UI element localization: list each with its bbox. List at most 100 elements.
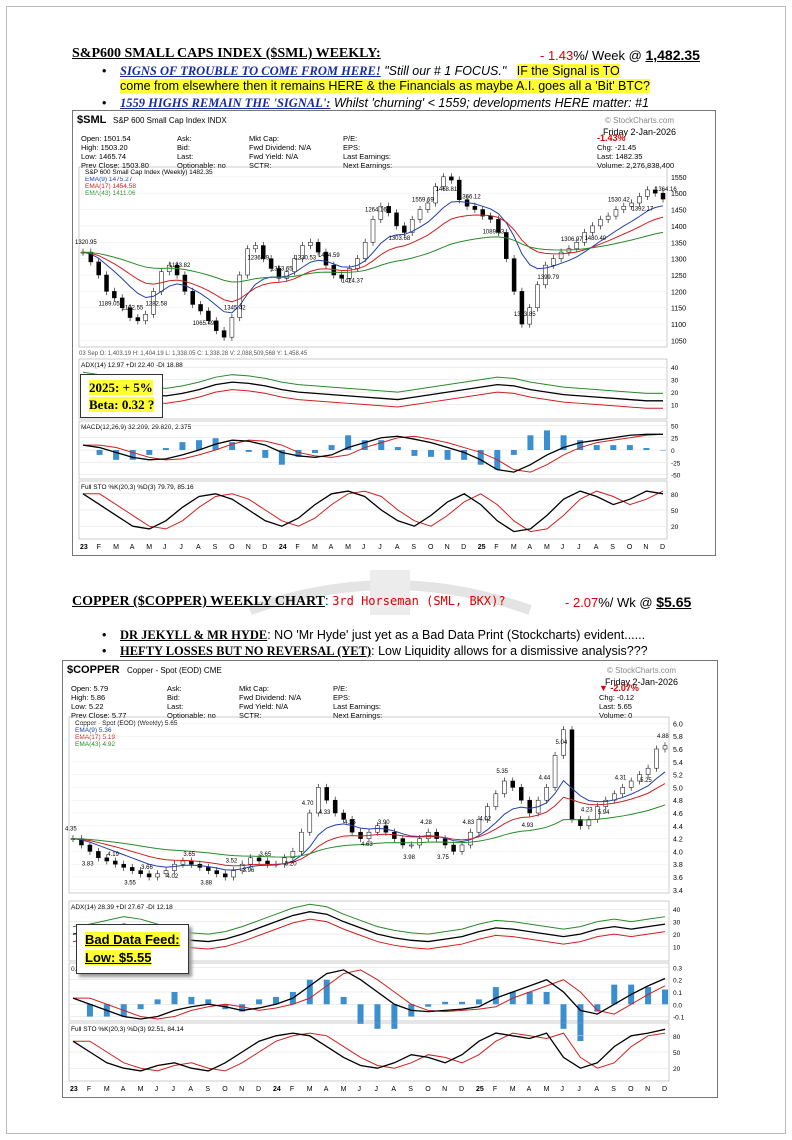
price-annotation: 5.04 (556, 740, 568, 746)
price-annotation: 4.70 (302, 801, 314, 807)
price-annotation: 1353.65 (271, 266, 293, 272)
x-tick-label: N (442, 1086, 447, 1093)
candle-body (332, 799, 338, 814)
adx-tick-label: 20 (673, 932, 681, 939)
price-annotation: 3.65 (183, 852, 195, 858)
chart-quote-text: Last: 1482.35 (597, 152, 642, 161)
price-annotation: 4.25 (344, 820, 356, 826)
candle-body (578, 819, 583, 827)
adx-tick-label: 10 (671, 403, 679, 410)
price-annotation: 3.90 (378, 820, 390, 826)
x-tick-label: N (645, 1086, 650, 1093)
x-tick-label: F (87, 1086, 91, 1093)
macd-histogram-bar (129, 450, 136, 460)
macd-histogram-bar (475, 999, 482, 1005)
x-tick-label: O (428, 544, 434, 551)
macd-histogram-bar (378, 440, 385, 450)
macd-tick-label: 0.2 (673, 978, 682, 985)
candle-body (214, 870, 220, 875)
candle-body (268, 258, 274, 269)
candle-body (637, 774, 642, 782)
sto-tick-label: 50 (673, 1050, 681, 1057)
candle-body (652, 189, 658, 194)
candle-body (441, 176, 446, 187)
macd-histogram-bar (526, 992, 533, 1005)
macd-tick-label: 50 (671, 423, 679, 430)
candle-body (190, 291, 195, 305)
chart-info-text: Fwd Yield: N/A (239, 702, 288, 711)
x-tick-label: F (97, 544, 101, 551)
candle-body (645, 767, 651, 775)
price-annotation: 1559.69 (412, 198, 434, 204)
chart-info-text: Mkt Cap: (239, 684, 269, 693)
macd-histogram-bar (560, 435, 567, 450)
price-annotation: 4.83 (462, 820, 474, 826)
price-annotation: 4.88 (657, 734, 669, 740)
section2-bullet1-bold: DR JEKYLL & MR HYDE (120, 628, 268, 642)
x-tick-label: J (362, 544, 366, 551)
candle-body (394, 212, 399, 227)
section2-bullet-2: • HEFTY LOSSES BUT NO REVERSAL (YET): Lo… (102, 644, 648, 658)
x-tick-label: M (104, 1086, 110, 1093)
price-annotation: 4.28 (420, 820, 432, 826)
macd-histogram-bar (577, 440, 584, 450)
candle-body (645, 189, 650, 197)
chart-info-text: Fwd Dividend: N/A (249, 143, 311, 152)
price-annotation: 1464.59 (318, 253, 340, 259)
candle-body (378, 206, 384, 220)
candle-body (163, 870, 169, 875)
copper-chart: $COPPER Copper - Spot (EOD) CME © StockCha… (62, 660, 718, 1098)
y-tick-label: 1050 (671, 338, 687, 345)
price-annotation: 4.23 (581, 807, 593, 813)
candle-body (174, 264, 180, 276)
candle-body (449, 176, 454, 181)
candle-body (511, 258, 517, 292)
adx-tick-label: 10 (673, 945, 681, 952)
x-tick-label: D (662, 1086, 667, 1093)
macd-histogram-bar (154, 999, 161, 1005)
price-annotation: 1323.85 (514, 312, 536, 318)
y-tick-label: 5.0 (673, 785, 683, 792)
adx-signal-line (82, 371, 663, 394)
macd-histogram-bar (245, 450, 252, 452)
macd-tick-label: 25 (671, 436, 679, 443)
watermark-logo (248, 570, 532, 615)
candle-body (621, 206, 627, 210)
candle-body (231, 870, 236, 878)
macd-histogram-bar (645, 987, 652, 1005)
macd-histogram-bar (411, 450, 418, 456)
sto-main-line (72, 1028, 666, 1072)
sto-tick-label: 20 (673, 1066, 681, 1073)
section1-bullet-2: • 1559 HIGHS REMAIN THE 'SIGNAL': Whilst… (102, 96, 649, 110)
macd-signal-line (83, 433, 664, 473)
section1-bullet1-quote: "Still our # 1 FOCUS." (380, 64, 507, 78)
chart-info-text: Last Earnings: (333, 702, 381, 711)
candle-body (552, 755, 558, 788)
candle-body (112, 291, 117, 299)
y-tick-label: 4.4 (673, 824, 683, 831)
x-tick-label: N (445, 544, 450, 551)
candle-body (316, 787, 321, 814)
chart-legend-entry: EMA(9) 5.36 (75, 727, 112, 734)
candle-body (476, 819, 482, 833)
adx-panel-label: ADX(14) 12.97 +DI 22.40 -DI 18.88 (81, 362, 183, 369)
x-tick-label: A (121, 1086, 126, 1093)
x-tick-label: 25 (476, 1086, 484, 1093)
candle-body (590, 225, 595, 233)
section1-price: 1,482.35 (645, 47, 700, 63)
x-tick-label: S (411, 544, 416, 551)
candle-body (456, 179, 462, 200)
x-tick-label: M (544, 544, 550, 551)
candle-body (433, 186, 438, 204)
section2-change-line: - 2.07%/ Wk @ $5.65 (565, 594, 691, 610)
candle-body (87, 844, 93, 852)
macd-tick-label: 0 (671, 448, 675, 455)
x-tick-label: 23 (80, 544, 88, 551)
candle-body (341, 812, 346, 820)
sml-box-line1: 2025: + 5% (89, 380, 153, 395)
macd-histogram-bar (171, 992, 178, 1005)
price-annotation: 1282.58 (146, 301, 168, 307)
chart-info-text: P/E: (343, 134, 357, 143)
price-annotation: 1189.05 (99, 301, 121, 307)
price-annotation: 1306.97 (561, 237, 583, 243)
